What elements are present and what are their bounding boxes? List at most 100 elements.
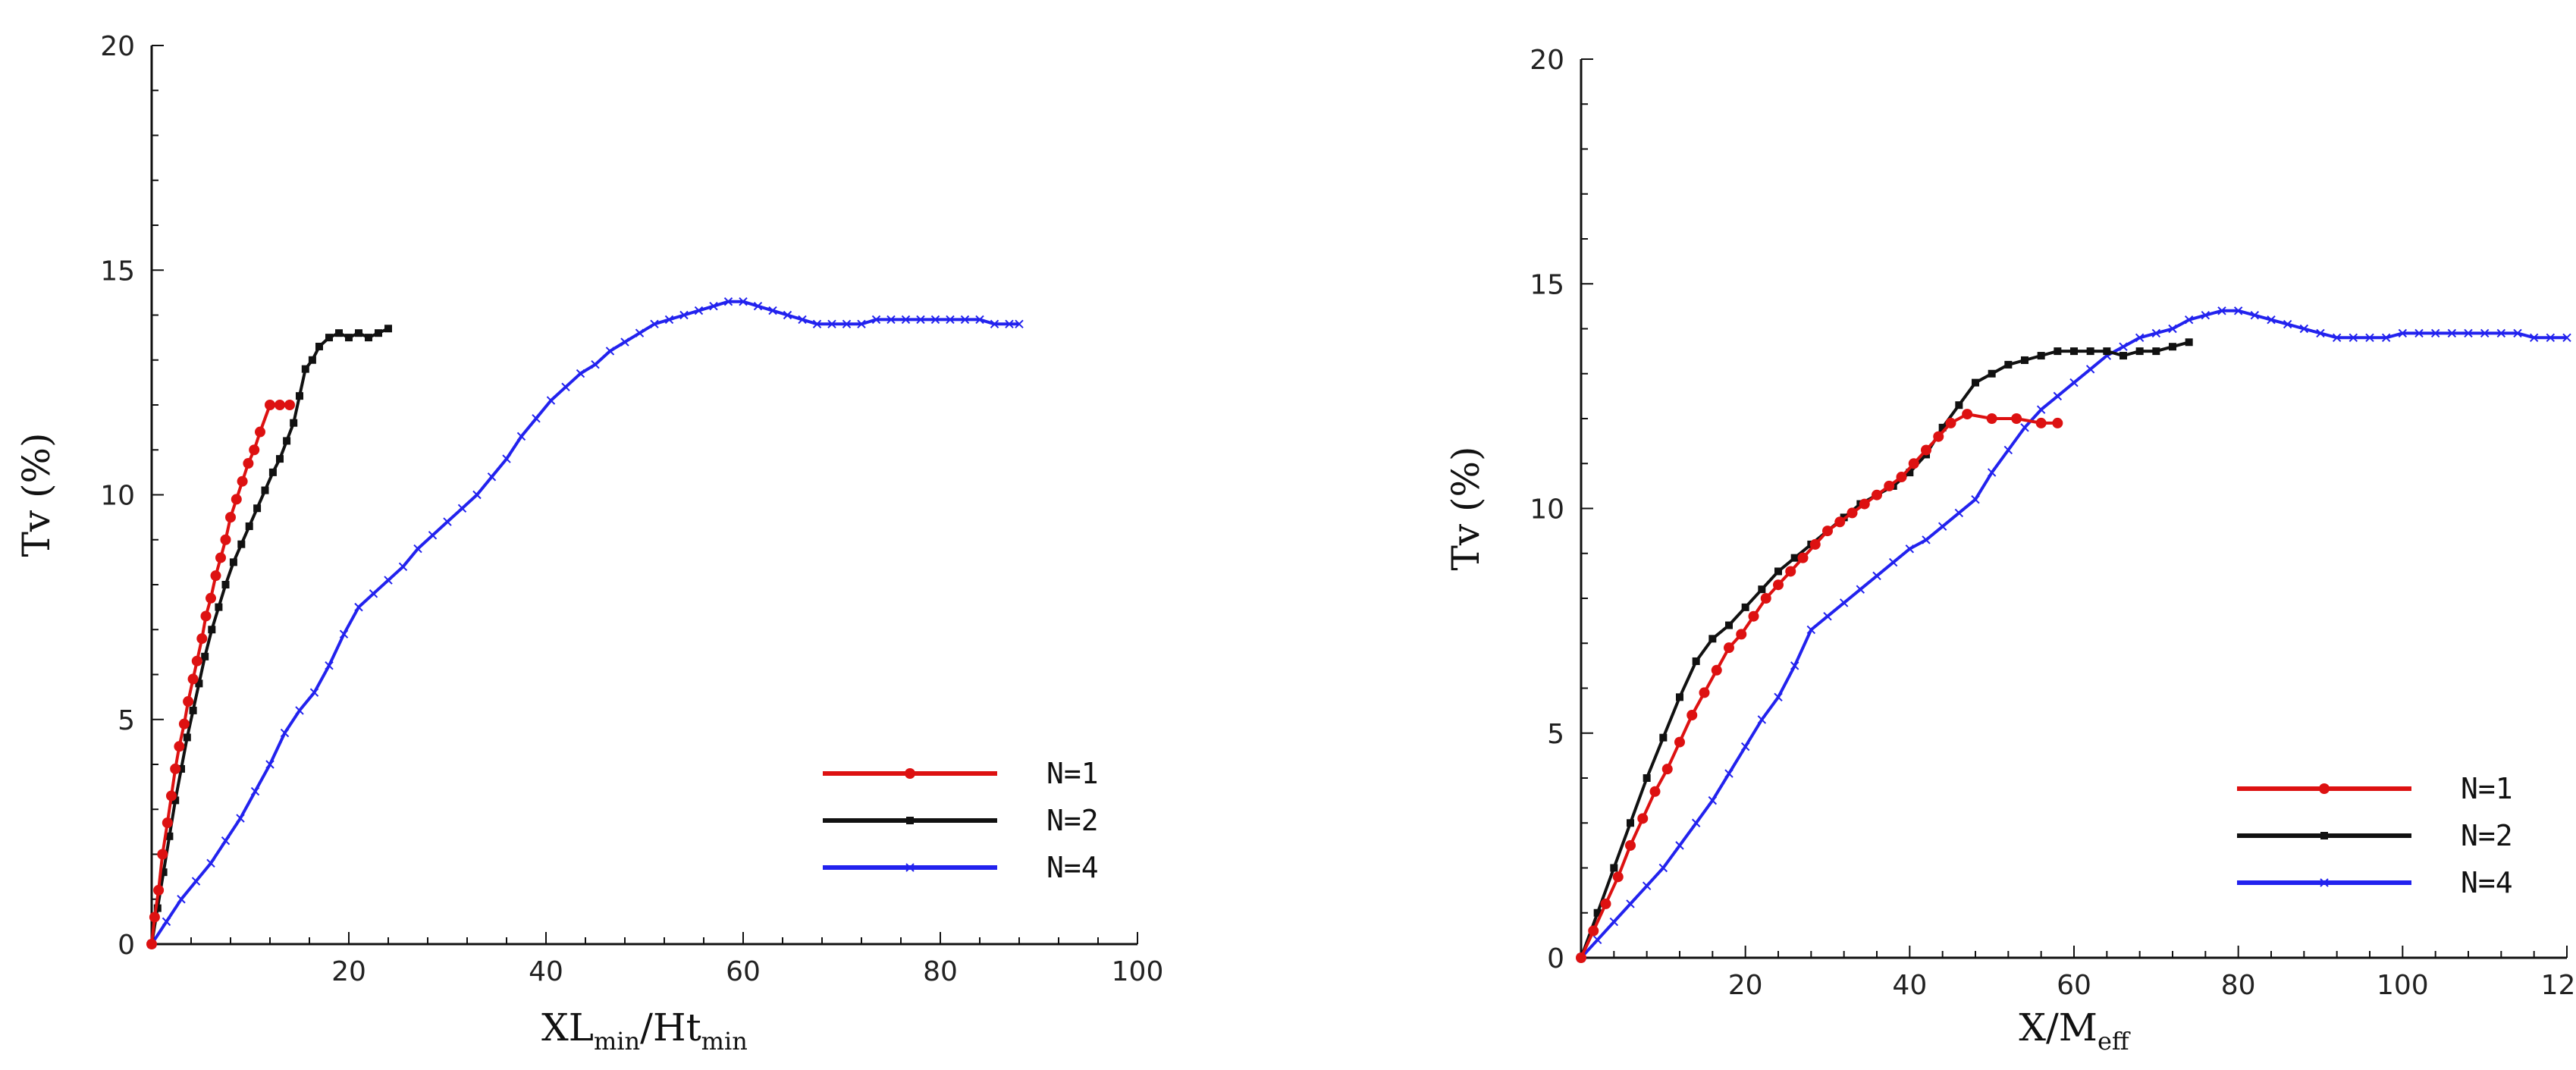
data-point [2036, 405, 2046, 414]
y-tick-label: 20 [100, 31, 135, 62]
x-axis-title-text: X/M [2019, 1006, 2098, 1050]
data-point [196, 633, 208, 645]
data-point [546, 396, 556, 405]
data-point [591, 359, 600, 369]
data-point [1922, 535, 1931, 544]
data-point [268, 468, 277, 476]
data-point [990, 319, 999, 329]
data-point [457, 504, 467, 513]
data-point [1856, 585, 1865, 594]
x-axis-title-subscript: eff [2098, 1027, 2131, 1056]
legend-label: N=2 [1046, 804, 1099, 837]
data-point [166, 790, 177, 802]
data-point [335, 329, 343, 337]
legend-marker [906, 817, 914, 824]
x-tick-label: 40 [1892, 970, 1927, 1001]
data-point [2135, 347, 2144, 356]
data-point [2414, 328, 2424, 338]
data-point [237, 475, 248, 487]
data-point [2349, 333, 2358, 343]
y-tick-label: 5 [1547, 719, 1564, 750]
data-point [236, 814, 245, 823]
data-point [191, 655, 202, 667]
data-point [1988, 369, 1996, 378]
legend-item: N=1 [2237, 772, 2513, 805]
data-point [309, 688, 319, 697]
data-point [1724, 769, 1734, 778]
series-N=1 [1576, 409, 2063, 963]
data-point [171, 796, 180, 805]
data-point [502, 454, 511, 463]
data-point [206, 592, 216, 604]
data-point [1809, 538, 1821, 550]
data-point [561, 382, 570, 392]
data-point [183, 733, 191, 742]
data-point [210, 570, 221, 582]
y-tick-label: 5 [118, 705, 135, 736]
data-point [1637, 813, 1649, 824]
data-point [170, 763, 181, 774]
data-point [261, 486, 269, 494]
data-point [1987, 468, 1997, 477]
data-point [1933, 431, 1944, 442]
data-point [2021, 356, 2028, 364]
legend-marker [2319, 783, 2330, 794]
x-axis-title-text: /Ht [640, 1006, 701, 1050]
x-tick-label: 60 [726, 956, 761, 987]
data-point [2003, 445, 2013, 455]
data-point [2381, 333, 2391, 343]
legend-marker [905, 768, 915, 779]
data-point [2267, 315, 2276, 325]
data-point [2086, 347, 2094, 356]
data-point [1859, 498, 1870, 510]
data-point [679, 310, 689, 320]
data-point [1740, 742, 1750, 752]
data-point [1725, 621, 1733, 629]
data-point [253, 504, 262, 513]
data-point [2085, 365, 2095, 374]
data-point [1626, 899, 1635, 908]
data-point [2529, 333, 2539, 343]
data-point [195, 679, 203, 688]
data-point [768, 306, 777, 315]
data-point [315, 342, 323, 350]
data-point [916, 315, 925, 325]
data-point [1593, 908, 1602, 917]
data-point [1790, 661, 1799, 670]
x-tick-label: 100 [2377, 970, 2429, 1001]
data-point [2496, 328, 2506, 338]
data-point [857, 319, 866, 329]
data-point [532, 414, 541, 423]
data-point [1774, 567, 1782, 576]
data-point [1962, 409, 1973, 420]
data-point [753, 301, 763, 311]
data-point [1642, 881, 1652, 890]
data-point [177, 895, 186, 904]
x-tick-label: 80 [923, 956, 958, 987]
data-point [2135, 333, 2145, 343]
data-point [1888, 557, 1898, 567]
data-point [153, 884, 165, 896]
x-tick-label: 20 [1728, 970, 1763, 1001]
data-point [1625, 839, 1636, 851]
data-point [149, 912, 160, 923]
data-point [1938, 423, 1947, 431]
data-point [2299, 324, 2309, 334]
data-point [2052, 417, 2063, 428]
legend-item: N=2 [823, 804, 1099, 837]
data-point [325, 661, 334, 670]
data-point [2233, 306, 2243, 315]
data-point [249, 444, 260, 456]
x-axis-title: XLmin/Htmin [541, 1006, 748, 1056]
data-point [200, 610, 212, 622]
data-point [1785, 566, 1796, 577]
legend-item: N=2 [2237, 819, 2513, 852]
data-point [354, 602, 363, 612]
legend-marker [2320, 878, 2329, 887]
y-tick-label: 15 [1530, 269, 1564, 300]
data-point [1905, 544, 1915, 554]
data-point [1906, 469, 1914, 477]
data-point [827, 319, 836, 329]
data-point [516, 431, 526, 441]
data-point [189, 706, 197, 714]
